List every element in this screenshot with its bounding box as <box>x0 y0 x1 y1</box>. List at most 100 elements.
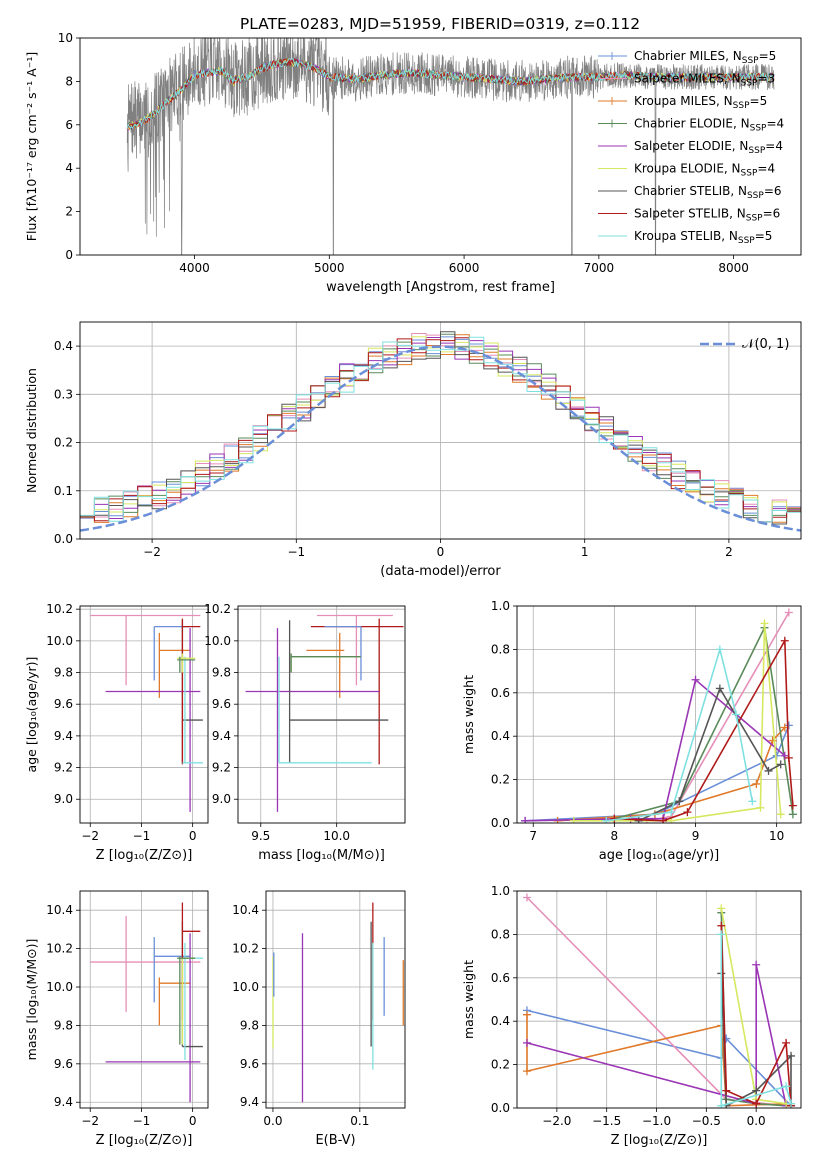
y-tick-label: 0.3 <box>54 387 73 401</box>
x-tick-label: 6000 <box>449 261 480 275</box>
x-tick-label: −2 <box>81 1114 99 1128</box>
y-tick-label: 9.2 <box>54 761 73 775</box>
figure-title: PLATE=0283, MJD=51959, FIBERID=0319, z=0… <box>240 15 640 33</box>
errorbar-point <box>181 618 201 765</box>
y-axis-label: mass weight <box>461 675 476 754</box>
legend-label-salpeter-miles: Salpeter MILES, NSSP=3 <box>634 72 775 89</box>
legend-label-subscript: SSP <box>750 124 767 134</box>
grid-lines <box>80 891 208 1108</box>
panel-mass-vs-ebv: 0.0 0.1 9.4 9.6 9.8 10.0 10.2 10.4 E(B-V) <box>232 890 406 1148</box>
y-tick-label: 0.2 <box>491 1058 510 1072</box>
y-tick-label: 10.2 <box>204 602 231 616</box>
y-tick-label: 6 <box>65 118 73 132</box>
x-axis-label: mass [log₁₀(M/M⊙)] <box>258 848 385 863</box>
y-axis-label: Normed distribution <box>24 368 39 493</box>
y-tick-label: 0.1 <box>54 484 73 498</box>
x-tick-label: −1 <box>133 829 151 843</box>
x-axis-label: E(B-V) <box>315 1133 355 1148</box>
plot-area <box>521 608 797 823</box>
plot-area <box>522 893 796 1108</box>
errorbar-point <box>90 614 201 686</box>
weight-marker <box>659 816 668 823</box>
legend-label-text: Kroupa ELODIE, N <box>634 162 741 176</box>
legend-label-suffix: =6 <box>763 207 781 221</box>
residual-hist-chabrier-stelib <box>80 331 801 525</box>
x-tick-label: 0 <box>437 545 445 559</box>
x-axis-label: Z [log₁₀(Z/Z⊙)] <box>611 1133 708 1148</box>
axes-frame <box>79 321 802 540</box>
y-tick-label: 0 <box>65 248 73 262</box>
plot-area <box>80 331 801 532</box>
legend-label-suffix: =5 <box>755 229 773 243</box>
weight-marker <box>782 1082 791 1091</box>
weight-marker <box>569 816 578 823</box>
errorbar-point <box>288 620 389 763</box>
weight-marker <box>715 645 724 654</box>
errorbar-point <box>306 632 345 698</box>
weight-marker <box>522 893 531 902</box>
x-tick-label: 8000 <box>718 261 749 275</box>
legend-label-salpeter-stelib: Salpeter STELIB, NSSP=6 <box>634 207 780 224</box>
y-tick-label: 10.0 <box>46 980 73 994</box>
y-tick-label: 9.6 <box>212 697 231 711</box>
x-tick-label: −2.0 <box>542 1114 571 1128</box>
weight-marker <box>764 766 773 775</box>
y-tick-label: 0.8 <box>491 642 510 656</box>
weight-marker <box>722 1086 731 1095</box>
y-tick-label: 9.4 <box>54 1095 73 1109</box>
x-tick-label: 1 <box>581 545 589 559</box>
plot-area <box>245 614 404 812</box>
panel-age-vs-Z: −2 −1 0 9.0 9.2 9.4 9.6 9.8 10.0 10.2 Z [log₁₀(Z/Z… <box>24 602 209 863</box>
x-tick-label: 8 <box>611 829 619 843</box>
y-tick-label: 10.2 <box>232 942 259 956</box>
weight-marker <box>752 1086 761 1095</box>
x-axis-label: (data-model)/error <box>380 564 501 579</box>
legend-label-kroupa-elodie: Kroupa ELODIE, NSSP=4 <box>634 162 775 179</box>
legend-label-suffix: =5 <box>750 94 768 108</box>
x-tick-label: 7 <box>529 829 537 843</box>
x-tick-label: 0 <box>189 829 197 843</box>
y-tick-label: 9.6 <box>240 1057 259 1071</box>
y-tick-label: 0.4 <box>54 339 73 353</box>
x-tick-label: 9 <box>692 829 700 843</box>
errorbar-point <box>177 656 196 673</box>
legend-label-chabrier-stelib: Chabrier STELIB, NSSP=6 <box>634 184 782 201</box>
weight-marker <box>715 684 724 693</box>
weight-marker <box>776 810 785 819</box>
legend-label-suffix: =6 <box>764 184 782 198</box>
y-tick-label: 10.2 <box>46 602 73 616</box>
legend-label-subscript: SSP <box>741 169 758 179</box>
weight-marker <box>691 675 700 684</box>
legend-label-suffix: =4 <box>765 139 783 153</box>
weight-marker <box>776 760 785 769</box>
y-tick-label: 2 <box>65 205 73 219</box>
legend-label-subscript: SSP <box>748 146 765 156</box>
legend-label-kroupa-stelib: Kroupa STELIB, NSSP=5 <box>634 229 772 246</box>
legend-label-kroupa-miles: Kroupa MILES, NSSP=5 <box>634 94 767 111</box>
panel-spectrum: 4000 5000 6000 7000 8000 0 2 4 6 8 10 wavelength [A… <box>24 31 802 295</box>
grid-lines <box>80 606 208 823</box>
weight-marker <box>717 904 726 913</box>
x-tick-label: 4000 <box>179 261 210 275</box>
panel-weight-vs-age: 7 8 9 10 0.0 0.2 0.4 0.6 0.8 1.0 age [log₁₀(age/yr… <box>461 599 802 863</box>
y-tick-label: 9.8 <box>54 666 73 680</box>
x-axis-label: wavelength [Angstrom, rest frame] <box>326 280 555 295</box>
x-tick-label: −2 <box>143 545 161 559</box>
errorbar-point <box>278 656 372 764</box>
weight-marker <box>784 753 793 762</box>
legend-label-text: Kroupa MILES, N <box>634 94 733 108</box>
axes-frame <box>237 605 406 824</box>
weight-marker <box>756 803 765 812</box>
grid-lines <box>238 606 405 823</box>
weight-line-kroupa-stelib <box>720 934 792 1107</box>
x-tick-label: 5000 <box>314 261 345 275</box>
weight-marker <box>788 810 797 819</box>
y-axis-label: Flux [fλ10⁻¹⁷ erg cm⁻² s⁻¹ A⁻¹] <box>24 52 39 241</box>
x-tick-label: 2 <box>725 545 733 559</box>
y-tick-label: 0.2 <box>54 436 73 450</box>
panel-residuals: −2 −1 0 1 2 0.0 0.1 0.2 0.3 0.4 (data-model)/error… <box>24 321 802 579</box>
weight-marker <box>602 816 611 823</box>
errorbar-point <box>105 933 201 1103</box>
